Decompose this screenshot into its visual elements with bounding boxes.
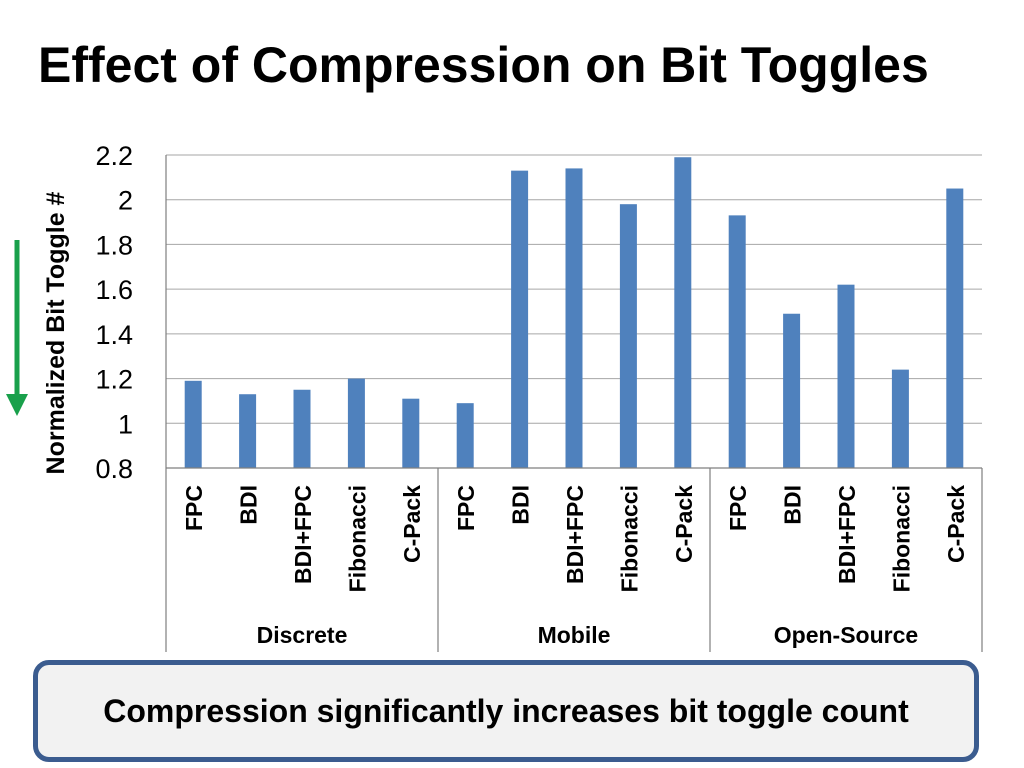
y-tick-label: 2 <box>118 186 133 216</box>
bar-mobile-c-pack <box>674 157 692 468</box>
y-tick-label: 1.2 <box>95 365 133 395</box>
group-label: Mobile <box>538 622 611 648</box>
category-label: BDI <box>236 485 262 525</box>
category-label: C-Pack <box>399 485 425 563</box>
bar-chart: 0.8 1 1.2 1.4 1.6 1.8 2 2.2 FPC BDI BDI+FPC Fibona… <box>6 141 983 652</box>
slide-title: Effect of Compression on Bit Toggles <box>38 37 929 93</box>
y-tick-label: 1.8 <box>95 230 133 260</box>
category-label: BDI+FPC <box>834 485 860 584</box>
group-label: Open-Source <box>774 622 918 648</box>
bar-open-source-c-pack <box>946 188 964 469</box>
y-tick-label: 1 <box>118 409 133 439</box>
category-label: C-Pack <box>671 485 697 563</box>
bar-discrete-fpc <box>184 380 202 468</box>
category-label: BDI <box>780 485 806 525</box>
down-arrow-icon <box>6 240 28 416</box>
bar-open-source-fpc <box>728 215 746 468</box>
bar-mobile-bdi <box>511 170 529 468</box>
y-tick-label: 2.2 <box>95 141 133 171</box>
bar-open-source-bdi-fpc <box>837 284 855 468</box>
y-axis-label: Normalized Bit Toggle # <box>42 191 70 474</box>
category-label: FPC <box>181 485 207 531</box>
y-tick-labels: 0.8 1 1.2 1.4 1.6 1.8 2 2.2 <box>95 141 133 484</box>
y-tick-label: 0.8 <box>95 454 133 484</box>
bar-mobile-bdi-fpc <box>565 168 583 468</box>
bar-open-source-bdi <box>783 313 801 468</box>
category-label: BDI+FPC <box>562 485 588 584</box>
y-tick-label: 1.4 <box>95 320 133 350</box>
bar-mobile-fpc <box>456 403 474 468</box>
bars <box>184 157 964 469</box>
bar-discrete-c-pack <box>402 398 420 468</box>
group-label: Discrete <box>257 622 348 648</box>
group-labels: Discrete Mobile Open-Source <box>257 622 919 648</box>
axes <box>165 155 983 652</box>
category-label: Fibonacci <box>888 485 914 592</box>
category-label: Fibonacci <box>344 485 370 592</box>
y-tick-label: 1.6 <box>95 275 133 305</box>
category-label: C-Pack <box>943 485 969 563</box>
category-label: BDI+FPC <box>290 485 316 584</box>
callout-box: Compression significantly increases bit … <box>33 660 979 762</box>
category-label: BDI <box>508 485 534 525</box>
category-labels: FPC BDI BDI+FPC Fibonacci C-Pack FPC BDI BDI+FP… <box>181 485 969 593</box>
bar-open-source-fibonacci <box>891 369 909 468</box>
category-label: FPC <box>453 485 479 531</box>
callout-text: Compression significantly increases bit … <box>103 692 909 729</box>
bar-discrete-bdi <box>239 394 257 468</box>
bar-discrete-fibonacci <box>347 378 365 468</box>
bar-discrete-bdi-fpc <box>293 389 311 468</box>
category-label: Fibonacci <box>616 485 642 592</box>
bar-mobile-fibonacci <box>619 204 637 468</box>
category-label: FPC <box>725 485 751 531</box>
